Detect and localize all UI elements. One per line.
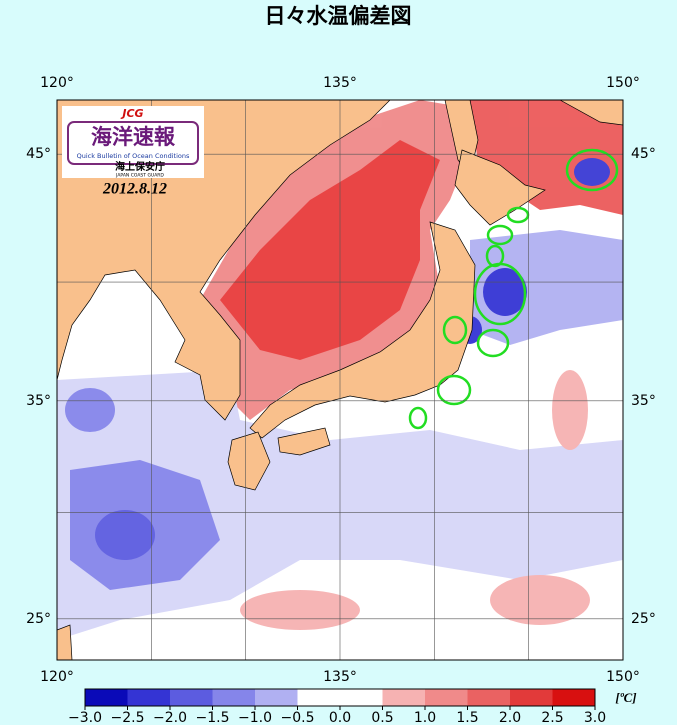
lon-tick-label: 150° <box>606 669 640 685</box>
colorbar-tick-label: −2.5 <box>111 710 145 725</box>
colorbar-segment <box>510 689 553 706</box>
lat-tick-label: 45° <box>631 146 656 162</box>
lat-tick-label: 25° <box>26 611 51 627</box>
lat-tick-label: 45° <box>26 146 51 162</box>
land <box>57 100 623 660</box>
title: 日々水温偏差図 <box>265 4 412 28</box>
colorbar-segment <box>255 689 298 706</box>
lon-tick-label: 120° <box>40 75 74 91</box>
colorbar-segment <box>170 689 213 706</box>
colorbar-segment <box>127 689 170 706</box>
lat-tick-label: 25° <box>631 611 656 627</box>
lon-tick-label: 135° <box>323 669 357 685</box>
colorbar-tick-label: −1.0 <box>238 710 272 725</box>
colorbar-tick-label: 1.5 <box>456 710 478 725</box>
colorbar-tick-label: 3.0 <box>584 710 606 725</box>
map <box>57 100 623 660</box>
lat-tick-label: 35° <box>26 393 51 409</box>
logo-agency: 海上保安庁 <box>115 160 165 173</box>
colorbar-tick-label: 0.0 <box>329 710 351 725</box>
logo-name: 海洋速報 <box>91 125 176 149</box>
colorbar-tick-label: −0.5 <box>281 710 315 725</box>
logo-mark: JCG <box>120 107 143 120</box>
date: 2012.8.12 <box>102 181 167 198</box>
logo: JCG 海洋速報 Quick Bulletin of Ocean Conditi… <box>62 106 204 179</box>
colorbar-tick-label: 1.0 <box>414 710 436 725</box>
colorbar-segment <box>467 689 510 706</box>
logo-subtitle: Quick Bulletin of Ocean Conditions <box>77 152 190 160</box>
colorbar-tick-label: 2.5 <box>541 710 563 725</box>
colorbar-segment <box>212 689 255 706</box>
lon-tick-label: 135° <box>323 75 357 91</box>
map-frame <box>56 99 624 661</box>
colorbar-tick-label: 0.5 <box>371 710 393 725</box>
colorbar-segment <box>552 689 595 706</box>
colorbar-segment <box>297 689 340 706</box>
colorbar-segment <box>85 689 128 706</box>
colorbar-segment <box>425 689 468 706</box>
colorbar-tick-label: −2.0 <box>153 710 187 725</box>
colorbar-unit: [ºC] <box>615 690 636 705</box>
lon-tick-label: 120° <box>40 669 74 685</box>
colorbar-segment <box>340 689 383 706</box>
lat-tick-label: 35° <box>631 393 656 409</box>
colorbar-tick-label: 2.0 <box>499 710 521 725</box>
logo-agency-en: JAPAN COAST GUARD <box>115 173 164 179</box>
lon-tick-label: 150° <box>606 75 640 91</box>
colorbar-tick-label: −3.0 <box>68 710 102 725</box>
highlight-rings <box>408 148 619 430</box>
colorbar-segment <box>382 689 425 706</box>
colorbar-tick-label: −1.5 <box>196 710 230 725</box>
